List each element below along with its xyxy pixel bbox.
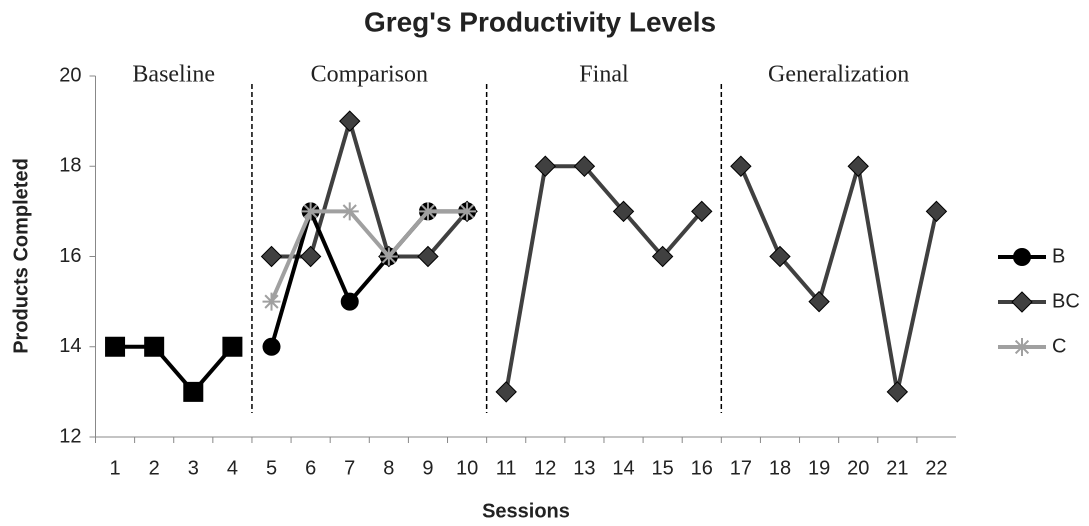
legend-marker bbox=[1013, 338, 1031, 356]
point bbox=[495, 381, 517, 403]
point bbox=[417, 245, 439, 268]
point bbox=[458, 202, 477, 221]
x-tick-label: 1 bbox=[109, 457, 120, 479]
legend-label: C bbox=[1052, 335, 1066, 357]
point bbox=[418, 202, 437, 221]
x-tick-label: 16 bbox=[691, 457, 713, 479]
point bbox=[260, 245, 283, 268]
x-tick-label: 22 bbox=[925, 457, 947, 479]
x-tick-label: 2 bbox=[149, 457, 160, 479]
point bbox=[573, 155, 596, 177]
point bbox=[299, 245, 322, 268]
x-tick-label: 6 bbox=[305, 457, 316, 479]
x-tick-label: 5 bbox=[266, 457, 277, 479]
legend-label: B bbox=[1052, 245, 1065, 267]
phase-label: Final bbox=[579, 62, 629, 88]
phase-label: Comparison bbox=[311, 62, 428, 88]
y-tick-label: 14 bbox=[59, 335, 81, 357]
y-tick-label: 12 bbox=[59, 425, 81, 447]
point bbox=[808, 290, 830, 313]
point bbox=[183, 381, 204, 402]
x-tick-label: 13 bbox=[573, 457, 595, 479]
x-tick-label: 8 bbox=[383, 457, 394, 479]
x-tick-label: 10 bbox=[456, 457, 478, 479]
series-line bbox=[739, 165, 939, 393]
point bbox=[379, 247, 398, 266]
legend-marker bbox=[1011, 291, 1033, 313]
point bbox=[847, 155, 869, 177]
series-line bbox=[504, 164, 704, 393]
x-tick-label: 3 bbox=[188, 457, 199, 479]
point bbox=[925, 200, 948, 223]
point bbox=[222, 336, 243, 357]
y-tick-label: 20 bbox=[59, 64, 81, 86]
point bbox=[301, 202, 320, 221]
x-axis-label: Sessions bbox=[482, 500, 570, 522]
y-tick-label: 18 bbox=[59, 155, 81, 177]
point bbox=[730, 155, 752, 177]
point bbox=[262, 337, 281, 356]
x-tick-label: 17 bbox=[730, 457, 752, 479]
y-tick-label: 16 bbox=[59, 245, 81, 267]
x-tick-label: 7 bbox=[344, 457, 355, 479]
chart-title: Greg's Productivity Levels bbox=[364, 6, 716, 37]
x-tick-label: 15 bbox=[652, 457, 674, 479]
phase-label: Baseline bbox=[132, 62, 215, 88]
x-tick-label: 18 bbox=[769, 457, 791, 479]
x-tick-label: 4 bbox=[227, 457, 238, 479]
phase-label: Generalization bbox=[768, 62, 909, 88]
legend-label: BC bbox=[1052, 290, 1080, 312]
point bbox=[339, 110, 361, 132]
point bbox=[144, 336, 165, 357]
point bbox=[651, 245, 674, 268]
x-tick-label: 12 bbox=[534, 457, 556, 479]
x-tick-label: 19 bbox=[808, 457, 830, 479]
point bbox=[340, 292, 359, 311]
point bbox=[691, 200, 713, 223]
x-tick-label: 11 bbox=[496, 457, 517, 479]
legend-marker bbox=[1013, 248, 1031, 266]
point bbox=[105, 336, 126, 357]
x-tick-label: 9 bbox=[422, 457, 433, 479]
x-tick-label: 20 bbox=[847, 457, 869, 479]
point bbox=[340, 202, 359, 221]
point bbox=[612, 200, 635, 223]
y-axis-label: Products Completed bbox=[10, 158, 32, 354]
point bbox=[769, 245, 791, 268]
point bbox=[886, 381, 909, 403]
series-line bbox=[115, 344, 234, 395]
x-tick-label: 21 bbox=[886, 457, 908, 479]
point bbox=[534, 155, 557, 177]
point bbox=[262, 292, 281, 311]
x-tick-label: 14 bbox=[612, 457, 634, 479]
